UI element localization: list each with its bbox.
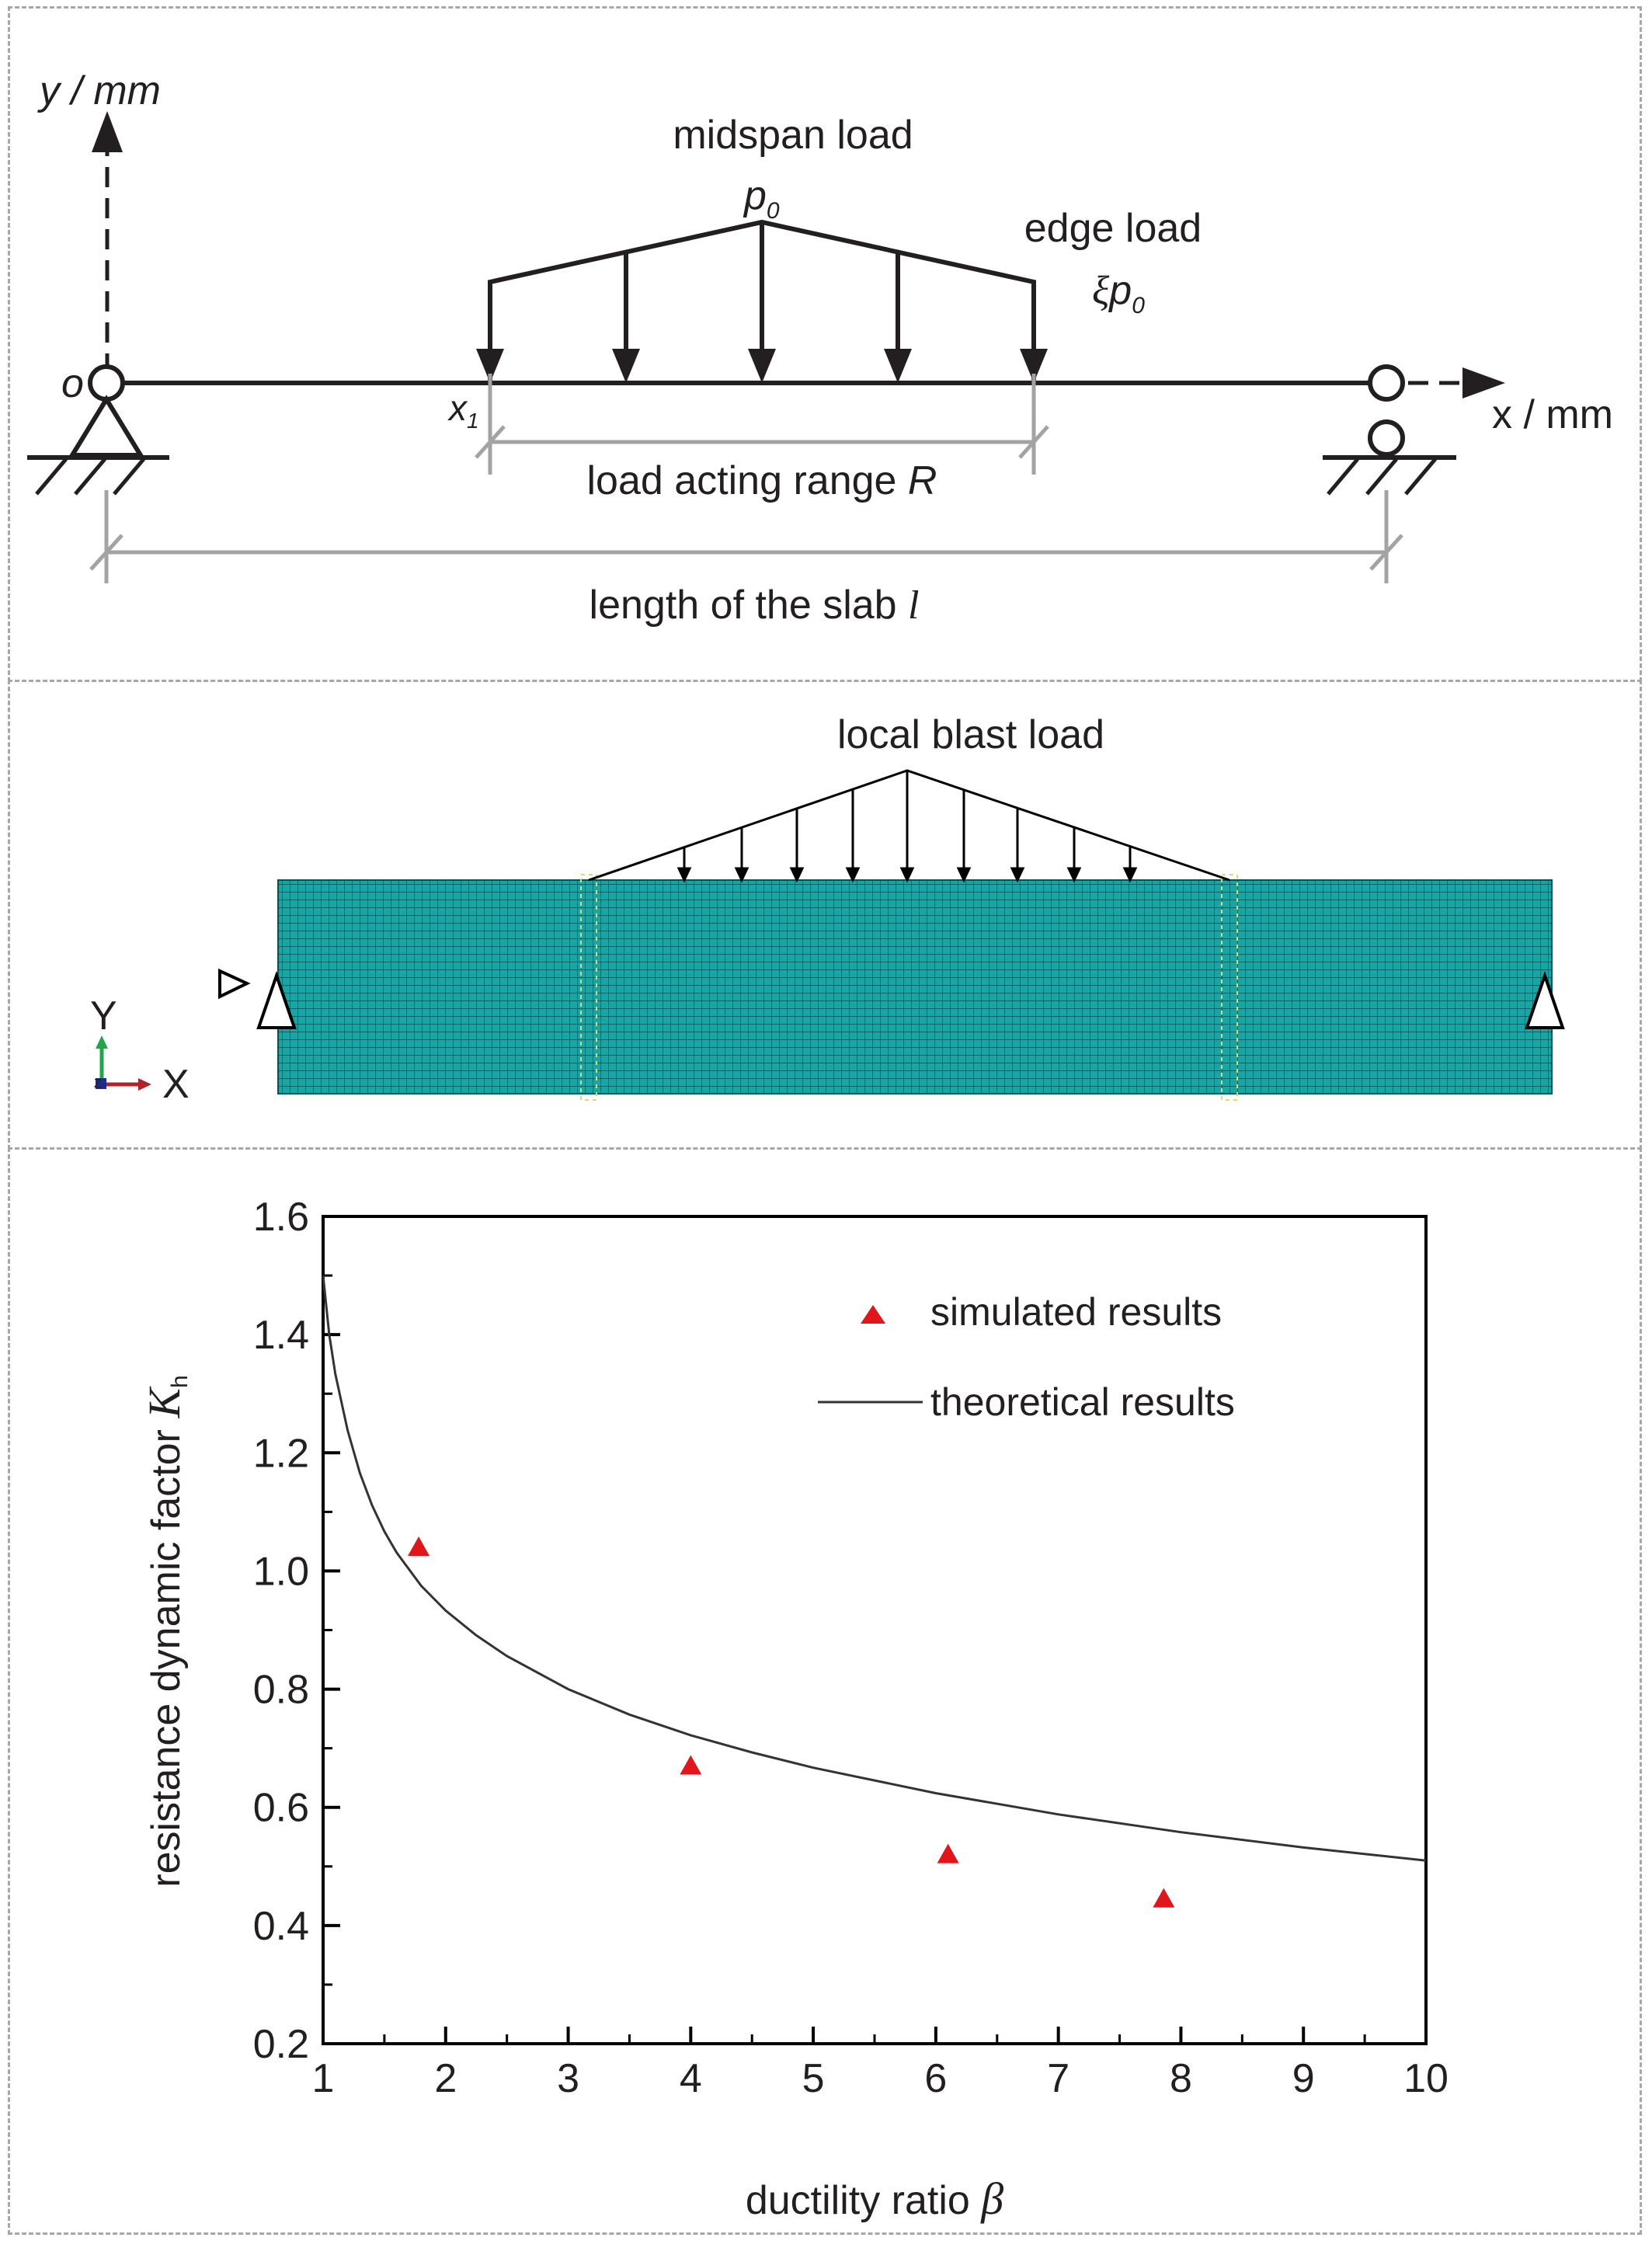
edge-subscript: 0 (1132, 293, 1145, 318)
blast-load-title: local blast load (837, 712, 1104, 757)
chart-svg: 1 2 3 4 5 6 7 8 9 10 0.2 0.4 0.6 0.8 1.0 1.2 1.4 1.6 simu… (139, 1195, 1449, 2224)
y-axis-title: resistance dynamic factor (144, 1418, 189, 1888)
length-label: length of the slab (590, 583, 909, 628)
left-support-triangle (68, 395, 145, 458)
simulated-result-point (937, 1843, 959, 1863)
x-tick-label: 9 (1292, 2056, 1315, 2101)
theoretical-results-line (322, 1275, 1427, 1862)
blast-load-arrows (676, 771, 1138, 883)
svg-text:load acting range R: load acting range R (587, 458, 937, 503)
origin-label: o (61, 361, 84, 406)
fe-model-svg: local blast load Y X Z (90, 712, 1565, 1107)
x-tick-label: 4 (680, 2056, 702, 2101)
right-ground-hatch (1327, 458, 1437, 496)
midspan-load-title: midspan load (673, 113, 913, 158)
edge-load-title: edge load (1024, 206, 1202, 251)
range-symbol: R (908, 458, 937, 503)
triad-y-arrowhead (96, 1035, 108, 1049)
x-tick-label: 3 (557, 2056, 579, 2101)
y-tick-label: 0.2 (253, 2022, 309, 2067)
edge-xi-symbol: ξ (1092, 269, 1110, 313)
axis-ticks: 1 2 3 4 5 6 7 8 9 10 0.2 0.4 0.6 0.8 1.0 1.2 1.4 1.6 (253, 1195, 1449, 2101)
left-pin-circle (88, 364, 125, 402)
legend-label-simulated: simulated results (930, 1290, 1222, 1334)
y-axis-title-subscript: h (167, 1375, 193, 1388)
left-bc-support-symbol (256, 970, 297, 1029)
svg-text:ξp0: ξp0 (1092, 268, 1145, 318)
x1-subscript: 1 (467, 409, 479, 433)
load-region-left-marker (580, 874, 597, 1101)
fe-model-panel: local blast load Y X Z (8, 680, 1642, 1150)
right-roller-circle (1368, 419, 1405, 457)
x-tick-label: 5 (802, 2056, 825, 2101)
x-tick-label: 6 (924, 2056, 947, 2101)
length-symbol: l (908, 583, 919, 628)
x-axis-title-symbol: β (980, 2173, 1003, 2224)
legend-label-theoretical: theoretical results (930, 1380, 1235, 1424)
left-ground-hatch (35, 458, 145, 496)
range-label: load acting range (587, 458, 908, 503)
y-tick-label: 1.0 (253, 1549, 309, 1594)
simulated-result-point (408, 1536, 430, 1556)
y-axis-arrowhead (92, 111, 123, 152)
svg-text:resistance dynamic factor Kh: resistance dynamic factor Kh (139, 1375, 193, 1887)
y-tick-label: 0.4 (253, 1904, 309, 1949)
triad-z-label: Z (94, 1077, 102, 1091)
y-tick-label: 0.8 (253, 1668, 309, 1713)
x-axis-label: x / mm (1492, 392, 1613, 437)
slab-length-dimension (89, 490, 1403, 583)
y-tick-label: 0.6 (253, 1786, 309, 1831)
right-bc-support-symbol (1525, 970, 1565, 1029)
plot-frame (322, 1215, 1428, 2045)
y-tick-label: 1.6 (253, 1195, 309, 1240)
triad-x-arrowhead (138, 1078, 151, 1091)
svg-text:ductility ratio β: ductility ratio β (746, 2173, 1003, 2224)
legend: simulated results theoretical results (818, 1290, 1235, 1424)
midspan-symbol: p (743, 173, 767, 218)
left-bc-roller-symbol (218, 968, 251, 1000)
y-axis-label: y / mm (37, 68, 161, 113)
right-pin-circle (1368, 364, 1405, 402)
x-axis-arrowhead (1462, 367, 1505, 398)
y-tick-label: 1.2 (253, 1431, 309, 1476)
triad-y-label: Y (90, 993, 117, 1039)
midspan-subscript: 0 (767, 198, 780, 224)
x-tick-label: 1 (312, 2056, 335, 2101)
load-schematic-svg: y / mm x / mm o (27, 68, 1613, 628)
legend-marker-simulated (861, 1305, 885, 1324)
load-schematic-panel: y / mm x / mm o (8, 6, 1642, 682)
plot-series (322, 1275, 1427, 1908)
y-tick-label: 1.4 (253, 1313, 309, 1358)
edge-p-symbol: p (1108, 268, 1132, 313)
mesh-slab (277, 879, 1553, 1094)
x-tick-label: 10 (1403, 2056, 1449, 2101)
x-axis-title: ductility ratio (746, 2178, 981, 2223)
load-range-dimension (475, 374, 1049, 475)
chart-panel: 1 2 3 4 5 6 7 8 9 10 0.2 0.4 0.6 0.8 1.0 1.2 1.4 1.6 simu… (8, 1147, 1642, 2235)
simulated-result-point (680, 1755, 702, 1775)
simulated-result-point (1153, 1888, 1175, 1908)
load-arrows (476, 222, 1048, 383)
y-axis-title-symbol: K (139, 1386, 190, 1419)
load-region-right-marker (1221, 874, 1238, 1101)
svg-text:x1: x1 (447, 388, 479, 433)
x-tick-label: 7 (1047, 2056, 1069, 2101)
svg-text:y / mm: y / mm (37, 68, 161, 113)
x1-symbol: x (447, 388, 468, 428)
triad-x-label: X (162, 1062, 190, 1107)
x-tick-label: 2 (434, 2056, 457, 2101)
svg-text:length of the slab l: length of the slab l (590, 583, 920, 628)
triad-z-point (96, 1078, 106, 1089)
x-tick-label: 8 (1170, 2056, 1192, 2101)
svg-text:p0: p0 (743, 173, 780, 224)
